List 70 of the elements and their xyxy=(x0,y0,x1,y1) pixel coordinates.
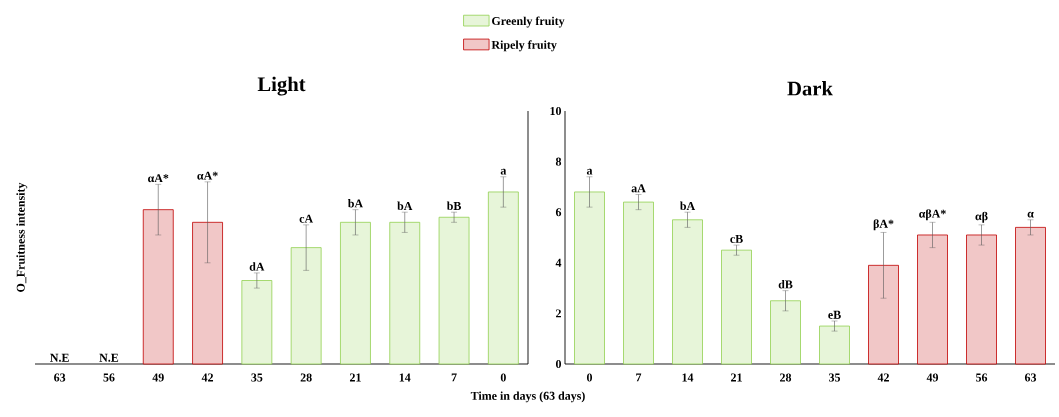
annotation: a xyxy=(500,168,507,175)
y-tick-label: 10 xyxy=(550,106,562,116)
annotation: bB xyxy=(446,201,462,210)
annotation: a xyxy=(586,168,593,175)
bar xyxy=(438,216,470,365)
legend-label: Ripely fruity xyxy=(491,40,557,52)
bar xyxy=(868,264,899,365)
annotation: dA xyxy=(249,262,265,271)
annotation: αβ xyxy=(975,211,988,223)
bar xyxy=(966,234,997,365)
x-tick-label: 56 xyxy=(976,373,988,382)
x-tick-label: 0 xyxy=(500,373,506,382)
bar xyxy=(192,221,223,365)
annotation: bA xyxy=(347,199,363,208)
annotation: bA xyxy=(397,201,413,210)
annotation: cA xyxy=(299,214,314,223)
x-tick-label: 21 xyxy=(349,373,361,382)
annotation: dB xyxy=(778,280,793,289)
bar xyxy=(389,221,421,365)
x-tick-label: 35 xyxy=(251,373,263,382)
bar xyxy=(672,219,703,365)
annotation: α xyxy=(1027,211,1034,218)
x-tick-label: 7 xyxy=(451,373,457,382)
bar xyxy=(290,247,322,365)
annotation: bA xyxy=(680,201,696,210)
x-tick-label: 14 xyxy=(399,373,411,382)
bar xyxy=(487,191,519,365)
x-tick-label: 28 xyxy=(300,373,312,382)
x-tick-label: 21 xyxy=(731,373,742,382)
x-tick-label: 7 xyxy=(636,373,642,382)
x-tick-label: 28 xyxy=(780,373,792,382)
x-tick-label: 0 xyxy=(586,373,593,382)
bar xyxy=(1015,226,1046,365)
y-tick-label: 4 xyxy=(555,258,562,267)
y-tick-label: 2 xyxy=(556,309,561,318)
bar xyxy=(819,325,850,365)
chart-title: Dark xyxy=(787,80,833,96)
chart-title: Light xyxy=(257,76,306,96)
x-tick-label: 56 xyxy=(103,373,115,382)
x-tick-label: 42 xyxy=(877,373,889,382)
bar xyxy=(770,300,801,365)
annotation: N.E xyxy=(99,353,119,362)
x-tick-label: 42 xyxy=(201,373,214,382)
annotation: αA* xyxy=(197,171,218,180)
annotation: βA* xyxy=(873,219,894,231)
x-tick-label: 14 xyxy=(682,373,694,382)
annotation: N.E xyxy=(50,353,69,362)
x-axis-title: Time in days (63 days) xyxy=(470,391,585,403)
annotation: αβA* xyxy=(919,209,946,221)
x-tick-label: 63 xyxy=(54,373,66,382)
y-axis-title: O_Fruitness intensity xyxy=(16,182,28,292)
bar xyxy=(340,221,371,365)
bar xyxy=(721,249,752,365)
legend-label: Greenly fruity xyxy=(492,16,565,28)
x-tick-label: 49 xyxy=(152,373,164,382)
x-tick-label: 35 xyxy=(828,373,841,382)
annotation: αA* xyxy=(148,174,169,183)
annotation: cB xyxy=(730,234,743,243)
annotation: aA xyxy=(631,184,646,193)
bar xyxy=(623,201,654,365)
y-tick-label: 6 xyxy=(555,208,562,217)
bar xyxy=(917,234,948,365)
bar xyxy=(142,209,174,365)
y-tick-label: 8 xyxy=(555,157,562,166)
x-tick-label: 49 xyxy=(926,373,939,382)
y-tick-label: 0 xyxy=(555,359,562,369)
annotation: eB xyxy=(828,310,841,319)
bar xyxy=(574,191,605,365)
x-tick-label: 63 xyxy=(1024,373,1037,382)
bar xyxy=(241,280,273,365)
